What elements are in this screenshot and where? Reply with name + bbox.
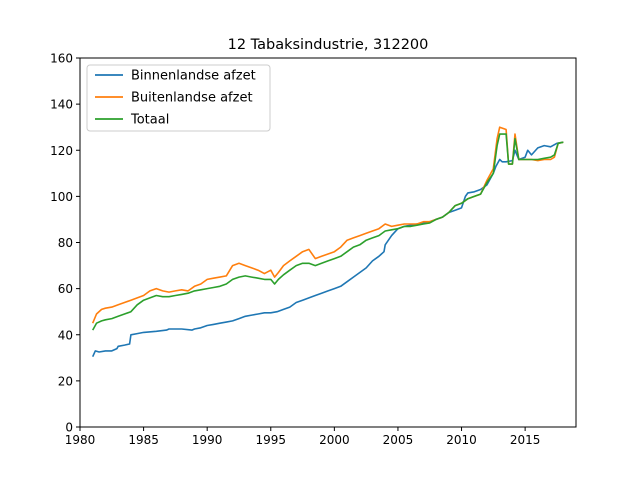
legend: Binnenlandse afzet Buitenlandse afzet Tota…	[86, 64, 271, 132]
y-tick-label: 40	[58, 328, 73, 342]
x-tick-label: 1995	[255, 433, 286, 447]
series-line-totaal	[91, 133, 564, 331]
legend-label: Binnenlandse afzet	[131, 69, 256, 84]
x-tick-label: 2005	[383, 433, 414, 447]
legend-box	[86, 64, 271, 132]
y-tick-label: 80	[58, 236, 73, 250]
legend-label: Buitenlandse afzet	[131, 91, 253, 106]
series-layer	[91, 126, 564, 358]
y-tick-label: 20	[58, 374, 73, 388]
series-line-binnenlandse-afzet	[91, 141, 564, 358]
x-tick-label: 1980	[65, 433, 96, 447]
x-tick-label: 2010	[446, 433, 477, 447]
x-tick-label: 2015	[510, 433, 541, 447]
chart-title: 12 Tabaksindustrie, 312200	[228, 37, 429, 53]
axes-layer: 1980 1985 1990 1995 2000 2005 2010 2015 0 20 40 60 8…	[50, 52, 540, 448]
y-tick-label: 140	[50, 98, 73, 112]
y-tick-label: 60	[58, 282, 73, 296]
x-tick-label: 2000	[319, 433, 350, 447]
x-tick-label: 1990	[192, 433, 223, 447]
y-tick-label: 100	[50, 190, 73, 204]
x-tick-label: 1985	[128, 433, 159, 447]
series-line-buitenlandse-afzet	[91, 126, 564, 324]
y-tick-label: 160	[50, 52, 73, 66]
legend-label: Totaal	[130, 113, 169, 128]
y-tick-label: 120	[50, 144, 73, 158]
y-tick-label: 0	[65, 421, 73, 435]
